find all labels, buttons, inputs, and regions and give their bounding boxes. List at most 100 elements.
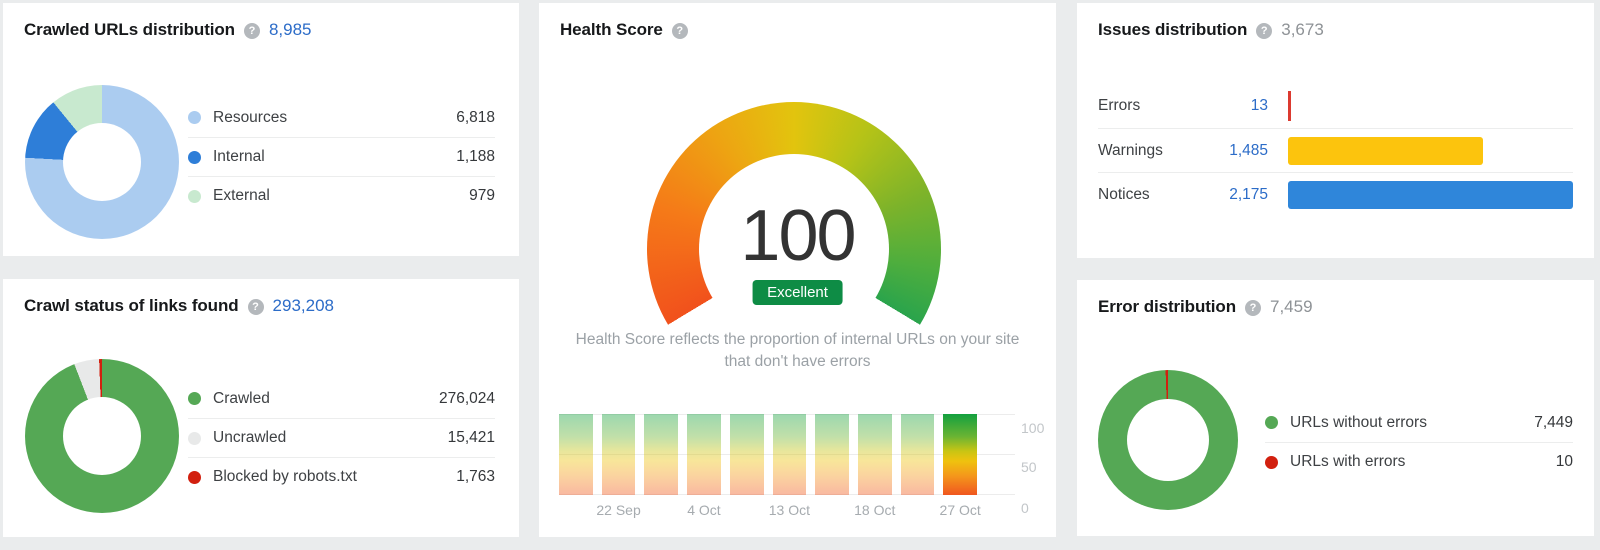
health-score-history-chart: 100 50 0 22 Sep 4 Oct 13 Oct 18 Oct 27 Oct (559, 414, 1044, 518)
crawl-status-total-link[interactable]: 293,208 (272, 296, 334, 315)
legend-label: Uncrawled (213, 429, 287, 446)
x-axis-tick: 27 Oct (939, 502, 981, 518)
history-bar[interactable] (559, 414, 593, 495)
history-bar[interactable]: 18 Oct (854, 414, 895, 518)
help-icon[interactable]: ? (247, 298, 264, 315)
health-score-badge: Excellent (752, 280, 843, 305)
history-bar-fill (729, 414, 764, 495)
health-score-description: Health Score reflects the proportion of … (575, 331, 1020, 370)
bar-track (1288, 90, 1573, 122)
history-bars: 22 Sep 4 Oct 13 Oct 18 Oct 27 Oct (559, 414, 981, 518)
card-title: Error distribution (1098, 297, 1236, 316)
row-label: Notices (1098, 185, 1150, 203)
card-title: Health Score (560, 20, 663, 39)
legend-value: 15,421 (447, 429, 495, 446)
notices-bar (1288, 180, 1573, 209)
error-distribution-donut-chart[interactable] (1098, 370, 1238, 510)
legend: URLs without errors 7,449 URLs with erro… (1265, 403, 1573, 481)
legend-value: 1,188 (456, 148, 495, 165)
resources-dot-icon (188, 111, 201, 124)
card-header: Crawled URLs distribution ? 8,985 (24, 20, 312, 40)
help-icon[interactable]: ? (243, 22, 260, 39)
history-bar[interactable]: 27 Oct (940, 414, 981, 518)
warnings-bar (1288, 136, 1483, 165)
health-score-gauge (647, 102, 941, 396)
legend-value: 1,763 (456, 468, 495, 485)
y-axis-tick: 0 (1021, 500, 1029, 516)
y-axis-tick: 50 (1021, 459, 1037, 475)
history-bar[interactable]: 13 Oct (769, 414, 810, 518)
internal-dot-icon (188, 150, 201, 164)
blocked-dot-icon (188, 470, 201, 484)
legend-value: 276,024 (438, 389, 495, 407)
history-bar[interactable] (729, 414, 764, 495)
y-axis-tick: 100 (1021, 420, 1045, 436)
legend-item-urls-without-errors[interactable]: URLs without errors 7,449 (1265, 403, 1573, 442)
legend-value: 6,818 (456, 108, 495, 126)
history-bar[interactable]: 4 Oct (687, 414, 721, 518)
card-header: Crawl status of links found ? 293,208 (24, 296, 334, 316)
issues-row-warnings[interactable]: Warnings 1,485 (1098, 128, 1573, 172)
x-axis-tick: 22 Sep (596, 502, 641, 518)
legend-item-resources[interactable]: Resources 6,818 (188, 98, 495, 137)
legend-item-internal[interactable]: Internal 1,188 (188, 137, 495, 176)
legend-item-crawled[interactable]: Crawled 276,024 (188, 379, 495, 418)
help-icon[interactable]: ? (1256, 22, 1273, 39)
external-dot-icon (188, 189, 201, 203)
card-error-distribution: Error distribution ? 7,459 URLs without … (1077, 280, 1594, 536)
without-errors-dot-icon (1265, 416, 1278, 429)
issues-row-errors[interactable]: Errors 13 (1098, 84, 1573, 128)
card-issues-distribution: Issues distribution ? 3,673 Errors 13 Wa… (1077, 3, 1594, 258)
help-icon[interactable]: ? (671, 22, 688, 39)
card-health-score: Health Score ? 100 Excellent Health Scor… (539, 3, 1056, 537)
card-header: Health Score ? (560, 20, 688, 40)
legend: Resources 6,818 Internal 1,188 External … (188, 98, 495, 215)
legend-item-blocked[interactable]: Blocked by robots.txt 1,763 (188, 457, 495, 496)
x-axis-tick: 4 Oct (687, 502, 721, 518)
legend-label: Crawled (213, 389, 270, 407)
issues-row-notices[interactable]: Notices 2,175 (1098, 172, 1573, 216)
with-errors-dot-icon (1265, 455, 1278, 469)
history-bar[interactable] (815, 414, 849, 495)
row-label: Warnings (1098, 141, 1163, 159)
legend: Crawled 276,024 Uncrawled 15,421 Blocked… (188, 379, 495, 496)
history-bar[interactable] (900, 414, 935, 495)
warnings-count-link[interactable]: 1,485 (1229, 141, 1268, 159)
notices-count-link[interactable]: 2,175 (1229, 185, 1268, 203)
history-bar-fill (943, 414, 978, 495)
uncrawled-dot-icon (188, 431, 201, 445)
history-bar-fill (559, 414, 593, 495)
history-bar-fill (857, 414, 892, 495)
issues-table: Errors 13 Warnings 1,485 Notices 2,175 (1098, 84, 1573, 216)
gridline-0 (559, 494, 1015, 495)
legend-label: External (213, 187, 270, 204)
legend-value: 7,449 (1534, 413, 1573, 431)
legend-item-uncrawled[interactable]: Uncrawled 15,421 (188, 418, 495, 457)
card-header: Error distribution ? 7,459 (1098, 297, 1313, 317)
error-distribution-total: 7,459 (1269, 297, 1313, 316)
legend-label: URLs without errors (1290, 413, 1427, 431)
legend-value: 10 (1555, 453, 1573, 470)
crawl-status-donut-chart[interactable] (25, 359, 179, 513)
history-bar-fill (815, 414, 849, 495)
card-title: Crawl status of links found (24, 296, 239, 315)
row-label: Errors (1098, 97, 1141, 114)
x-axis-tick: 18 Oct (854, 502, 896, 518)
crawled-urls-total-link[interactable]: 8,985 (268, 20, 312, 39)
legend-item-external[interactable]: External 979 (188, 176, 495, 215)
help-icon[interactable]: ? (1244, 299, 1261, 316)
bar-track (1288, 179, 1573, 211)
history-bar[interactable]: 22 Sep (596, 414, 641, 518)
card-title: Crawled URLs distribution (24, 20, 235, 39)
errors-bar (1288, 91, 1291, 121)
history-bar[interactable] (644, 414, 679, 495)
legend-item-urls-with-errors[interactable]: URLs with errors 10 (1265, 442, 1573, 481)
x-axis-tick: 13 Oct (768, 502, 810, 518)
crawled-urls-donut-chart[interactable] (25, 85, 179, 239)
health-score-value: 100 (740, 196, 856, 276)
history-bar-fill (601, 414, 636, 495)
legend-value: 979 (469, 187, 495, 204)
errors-count-link[interactable]: 13 (1250, 97, 1268, 114)
legend-label: Blocked by robots.txt (213, 468, 357, 485)
history-bar-fill (644, 414, 679, 495)
